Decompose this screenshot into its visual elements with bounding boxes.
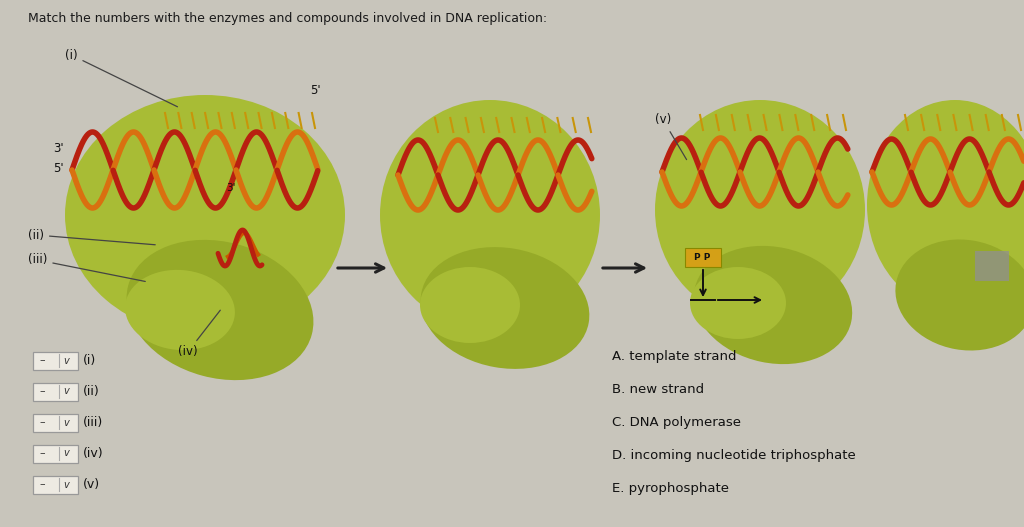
Ellipse shape [127,240,313,380]
Text: (iii): (iii) [28,253,145,281]
Text: E. pyrophosphate: E. pyrophosphate [612,482,729,495]
Text: v: v [63,480,69,490]
Text: 3': 3' [226,183,236,193]
FancyBboxPatch shape [33,383,78,401]
FancyBboxPatch shape [975,251,1009,281]
Text: v: v [63,448,69,458]
Text: (i): (i) [83,354,96,367]
Ellipse shape [65,95,345,335]
Ellipse shape [867,100,1024,310]
Text: (ii): (ii) [83,385,99,398]
Text: P P: P P [694,253,711,262]
Text: (v): (v) [83,478,100,491]
Text: C. DNA polymerase: C. DNA polymerase [612,416,741,429]
Ellipse shape [655,100,865,320]
Text: 5': 5' [53,161,63,174]
Ellipse shape [421,247,590,369]
Text: (ii): (ii) [28,229,156,245]
Text: (iv): (iv) [83,447,103,460]
Text: D. incoming nucleotide triphosphate: D. incoming nucleotide triphosphate [612,449,856,462]
Text: B. new strand: B. new strand [612,383,705,396]
Text: (v): (v) [655,113,686,160]
Text: Match the numbers with the enzymes and compounds involved in DNA replication:: Match the numbers with the enzymes and c… [28,12,547,25]
Text: –: – [39,417,45,427]
Text: –: – [39,480,45,490]
FancyBboxPatch shape [33,475,78,493]
FancyBboxPatch shape [33,352,78,369]
FancyBboxPatch shape [33,414,78,432]
Text: 3': 3' [53,142,63,154]
Text: v: v [63,386,69,396]
Text: 5': 5' [310,83,321,96]
Ellipse shape [125,270,234,350]
Text: –: – [39,386,45,396]
Ellipse shape [420,267,520,343]
Text: –: – [39,356,45,366]
Text: (iii): (iii) [83,416,103,429]
FancyBboxPatch shape [685,248,721,267]
Text: v: v [63,417,69,427]
Text: v: v [63,356,69,366]
Ellipse shape [380,100,600,330]
FancyBboxPatch shape [33,444,78,463]
Text: A. template strand: A. template strand [612,350,736,363]
Ellipse shape [895,239,1024,350]
Text: (iv): (iv) [178,310,220,358]
Ellipse shape [694,246,852,364]
Ellipse shape [690,267,786,339]
Text: (i): (i) [65,48,177,107]
Text: –: – [39,448,45,458]
